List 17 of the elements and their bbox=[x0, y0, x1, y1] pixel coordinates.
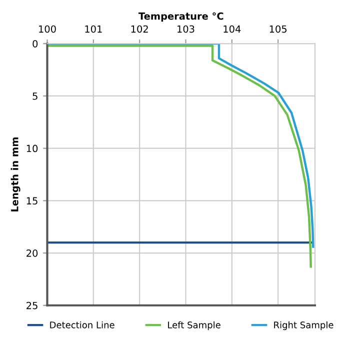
x-tick-label: 102 bbox=[131, 25, 148, 33]
y-tick-label: 20 bbox=[26, 250, 38, 257]
y-tick-label: 15 bbox=[26, 197, 38, 205]
y-tick-label: 5 bbox=[32, 92, 38, 100]
x-tick-label: 104 bbox=[224, 25, 241, 33]
legend-label: Left Sample bbox=[168, 321, 220, 330]
x-tick-label: 101 bbox=[85, 25, 102, 33]
x-tick-label: 103 bbox=[178, 25, 194, 33]
y-tick-label: 10 bbox=[26, 144, 38, 152]
x-tick-label: 105 bbox=[270, 25, 286, 33]
y-tick-label: 0 bbox=[32, 40, 38, 48]
legend-label: Right Sample bbox=[274, 321, 334, 330]
y-axis-title: Length in mm bbox=[10, 138, 20, 212]
x-axis-title: Temperature °C bbox=[138, 12, 224, 22]
legend-label: Detection Line bbox=[50, 321, 114, 328]
x-tick-label: 100 bbox=[39, 25, 56, 33]
y-tick-label: 25 bbox=[26, 302, 38, 310]
